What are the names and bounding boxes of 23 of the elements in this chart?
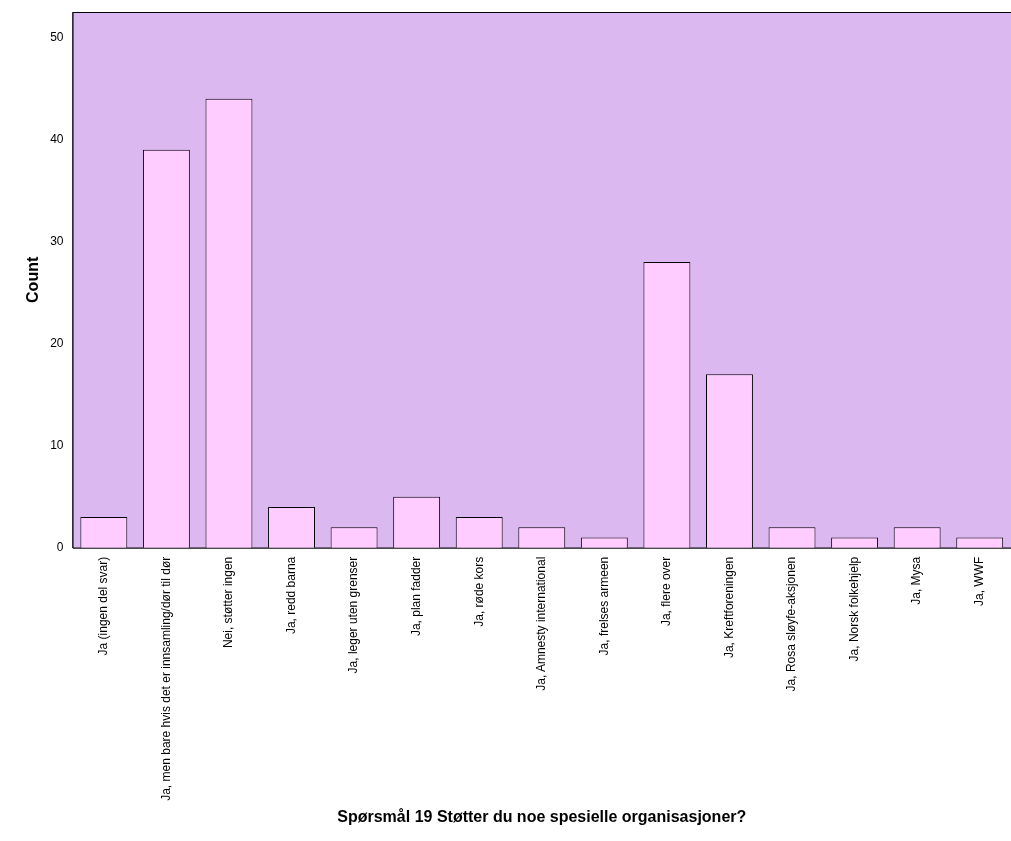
- x-tick-label: Ja, redd barna: [283, 556, 298, 635]
- x-tick-label: Ja, leger uten grenser: [346, 556, 361, 674]
- y-tick-label: 30: [50, 233, 64, 248]
- x-tick-label: Ja, Norsk folkehjelp: [846, 556, 861, 662]
- x-tick-label: Ja, plan fadder: [408, 556, 423, 637]
- x-tick-label: Ja, flere over: [659, 556, 674, 627]
- x-tick-label: Ja, WWF: [972, 556, 987, 607]
- x-tick-label: Ja, Rosa sløyfe-aksjonen: [784, 556, 799, 692]
- y-axis-title: Count: [24, 256, 42, 303]
- y-tick-label: 20: [50, 335, 64, 350]
- x-tick-label: Ja, Kreftforeningen: [721, 556, 736, 659]
- x-tick-label: Ja, Amnesty international: [534, 556, 549, 691]
- x-tick-label: Nei, støtter ingen: [221, 556, 236, 649]
- x-tick-label: Ja, men bare hvis det er innsamling/dør til dør: [158, 556, 173, 801]
- y-tick-label: 50: [50, 29, 64, 44]
- x-tick-label: Ja, røde kors: [471, 556, 486, 627]
- y-tick-label: 40: [50, 131, 64, 146]
- x-axis-title: Spørsmål 19 Støtter du noe spesielle organisasjoner?: [337, 807, 747, 825]
- y-tick-label: 10: [50, 437, 64, 452]
- x-tick-label: Ja, frelses armeen: [596, 556, 611, 656]
- x-tick-label: Ja, Mysa: [909, 556, 924, 605]
- y-tick-label: 0: [56, 540, 64, 555]
- x-tick-label: Ja (ingen del svar): [96, 556, 111, 656]
